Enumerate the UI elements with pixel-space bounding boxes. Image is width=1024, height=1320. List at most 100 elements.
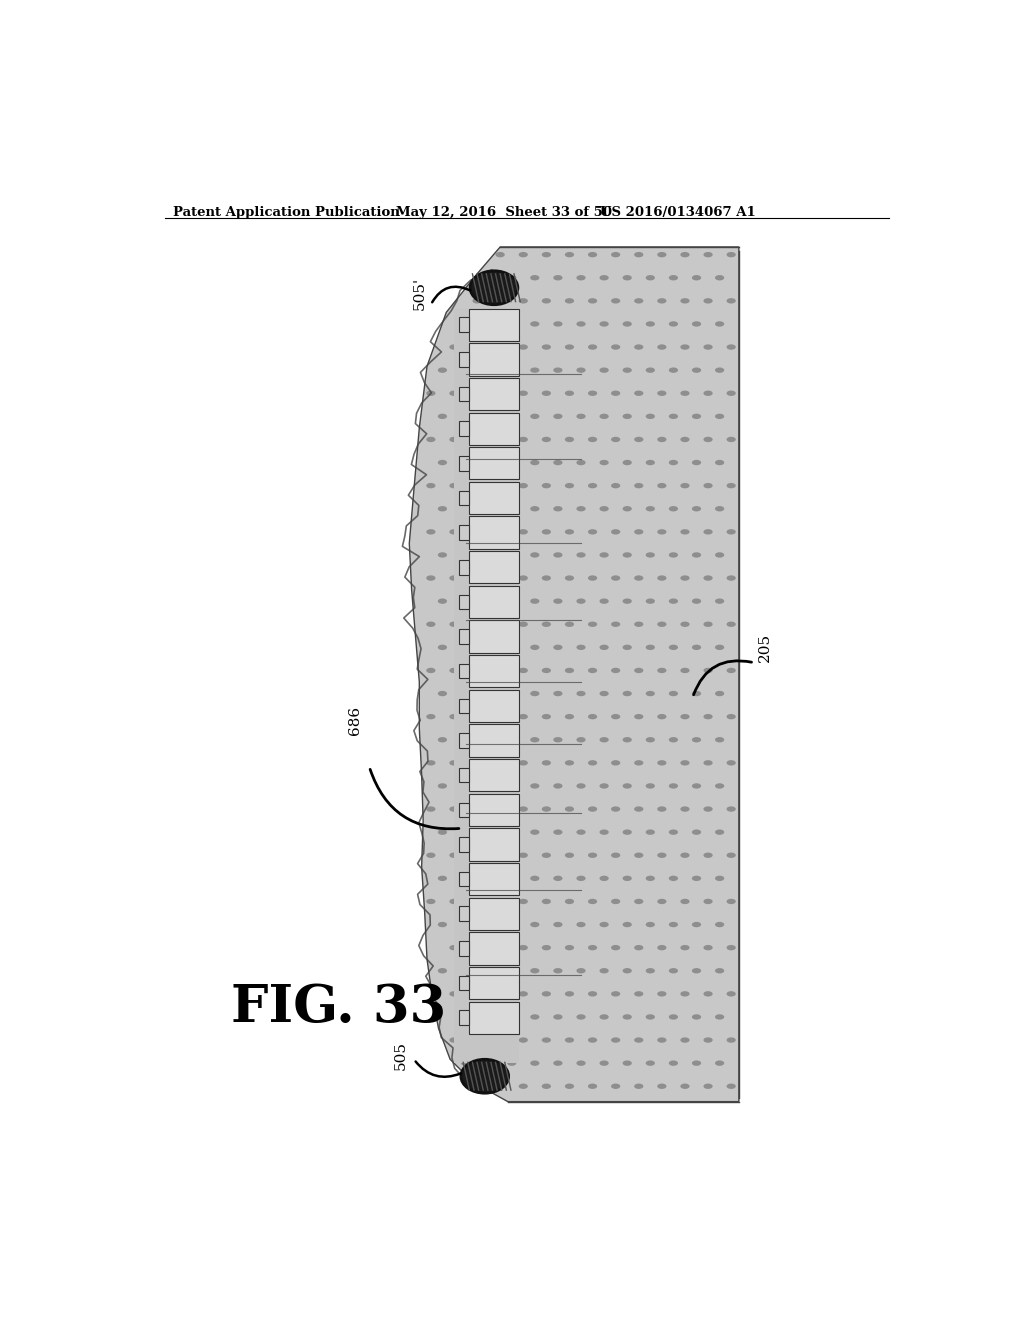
Ellipse shape <box>565 1084 574 1089</box>
Ellipse shape <box>680 807 689 812</box>
Ellipse shape <box>611 899 621 904</box>
Ellipse shape <box>577 552 586 557</box>
Bar <box>469 759 519 792</box>
Polygon shape <box>410 247 739 1102</box>
Ellipse shape <box>461 875 470 880</box>
Ellipse shape <box>577 321 586 326</box>
Ellipse shape <box>518 345 528 350</box>
Bar <box>469 482 519 515</box>
Ellipse shape <box>565 576 574 581</box>
Ellipse shape <box>472 437 481 442</box>
Ellipse shape <box>703 853 713 858</box>
Ellipse shape <box>634 668 643 673</box>
Ellipse shape <box>692 1014 701 1019</box>
Ellipse shape <box>727 252 736 257</box>
Ellipse shape <box>565 622 574 627</box>
Ellipse shape <box>727 437 736 442</box>
Ellipse shape <box>565 437 574 442</box>
Ellipse shape <box>588 437 597 442</box>
Ellipse shape <box>599 598 608 603</box>
Ellipse shape <box>472 760 481 766</box>
Ellipse shape <box>611 760 621 766</box>
Ellipse shape <box>692 275 701 280</box>
Ellipse shape <box>507 459 516 465</box>
Ellipse shape <box>599 829 608 834</box>
Ellipse shape <box>634 899 643 904</box>
Ellipse shape <box>634 529 643 535</box>
Ellipse shape <box>496 483 505 488</box>
Ellipse shape <box>507 875 516 880</box>
Text: 505: 505 <box>394 1041 408 1071</box>
Ellipse shape <box>530 598 540 603</box>
Ellipse shape <box>623 598 632 603</box>
Ellipse shape <box>623 459 632 465</box>
Bar <box>459 698 469 713</box>
Ellipse shape <box>484 829 494 834</box>
Ellipse shape <box>518 252 528 257</box>
Ellipse shape <box>461 783 470 788</box>
Ellipse shape <box>680 576 689 581</box>
Ellipse shape <box>426 899 435 904</box>
Ellipse shape <box>623 690 632 696</box>
Ellipse shape <box>542 991 551 997</box>
Ellipse shape <box>496 853 505 858</box>
Ellipse shape <box>588 991 597 997</box>
Ellipse shape <box>680 252 689 257</box>
Ellipse shape <box>484 1060 494 1065</box>
Ellipse shape <box>634 576 643 581</box>
Ellipse shape <box>611 529 621 535</box>
Ellipse shape <box>727 391 736 396</box>
Ellipse shape <box>611 668 621 673</box>
Ellipse shape <box>553 921 562 927</box>
Ellipse shape <box>553 506 562 511</box>
Ellipse shape <box>599 921 608 927</box>
Ellipse shape <box>715 552 724 557</box>
Ellipse shape <box>611 391 621 396</box>
Ellipse shape <box>680 714 689 719</box>
Ellipse shape <box>565 714 574 719</box>
Ellipse shape <box>461 552 470 557</box>
Ellipse shape <box>599 275 608 280</box>
Ellipse shape <box>426 576 435 581</box>
Ellipse shape <box>599 367 608 372</box>
Ellipse shape <box>588 391 597 396</box>
Bar <box>469 829 519 861</box>
Ellipse shape <box>496 1084 505 1089</box>
Ellipse shape <box>692 921 701 927</box>
Ellipse shape <box>588 483 597 488</box>
Ellipse shape <box>472 991 481 997</box>
Ellipse shape <box>577 690 586 696</box>
Ellipse shape <box>472 483 481 488</box>
Ellipse shape <box>611 714 621 719</box>
Ellipse shape <box>565 945 574 950</box>
Ellipse shape <box>496 437 505 442</box>
Ellipse shape <box>565 529 574 535</box>
Ellipse shape <box>646 506 655 511</box>
Ellipse shape <box>484 1014 494 1019</box>
Ellipse shape <box>507 275 516 280</box>
Ellipse shape <box>680 437 689 442</box>
Bar <box>459 941 469 956</box>
Ellipse shape <box>634 807 643 812</box>
Ellipse shape <box>703 576 713 581</box>
Text: 686: 686 <box>348 706 362 735</box>
Ellipse shape <box>450 437 459 442</box>
Ellipse shape <box>565 345 574 350</box>
Ellipse shape <box>472 853 481 858</box>
Ellipse shape <box>553 413 562 418</box>
Ellipse shape <box>692 968 701 973</box>
Ellipse shape <box>715 506 724 511</box>
Ellipse shape <box>472 1038 481 1043</box>
Ellipse shape <box>727 298 736 304</box>
Ellipse shape <box>518 853 528 858</box>
Bar <box>459 352 469 367</box>
Ellipse shape <box>461 1060 470 1065</box>
Ellipse shape <box>450 853 459 858</box>
Text: US 2016/0134067 A1: US 2016/0134067 A1 <box>600 206 756 219</box>
Ellipse shape <box>680 298 689 304</box>
Ellipse shape <box>623 921 632 927</box>
Ellipse shape <box>623 275 632 280</box>
Ellipse shape <box>727 991 736 997</box>
Bar <box>459 664 469 678</box>
Ellipse shape <box>669 1014 678 1019</box>
